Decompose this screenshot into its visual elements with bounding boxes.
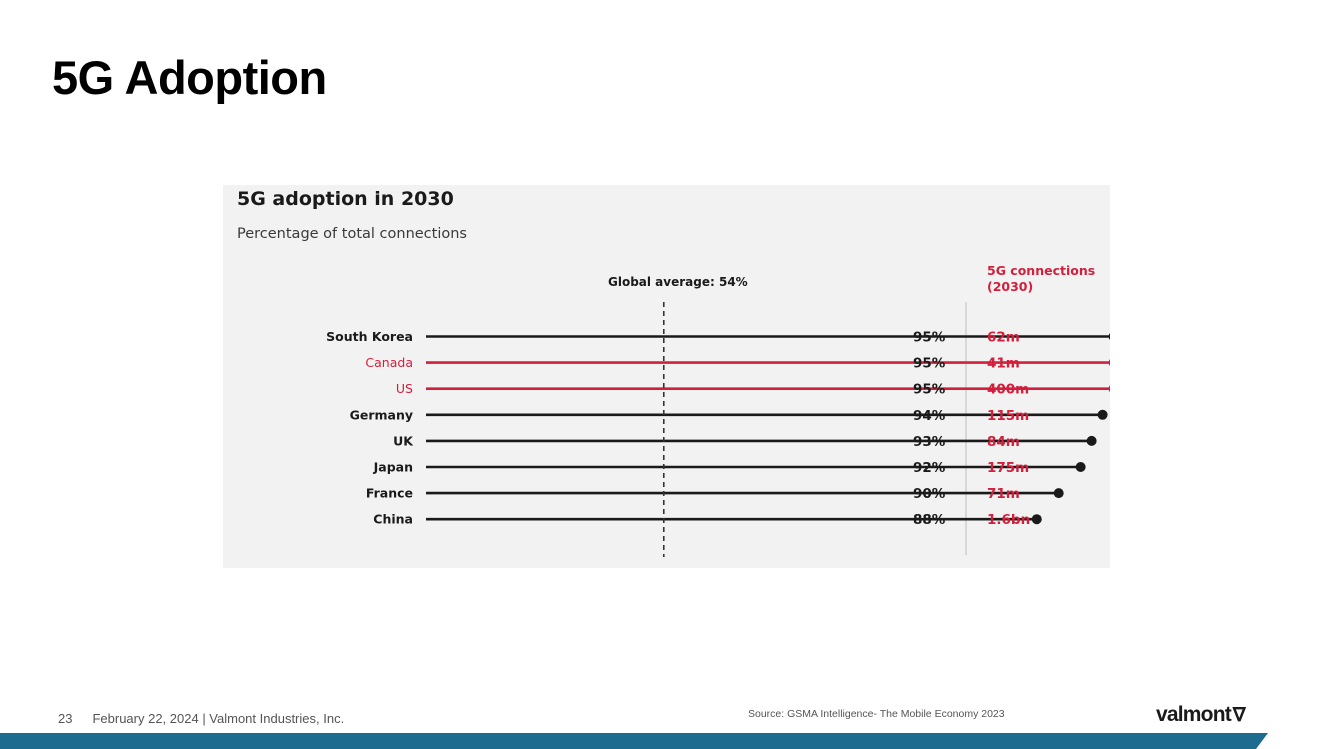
footer-info: 23 February 22, 2024 | Valmont Industries… — [58, 711, 344, 726]
value-label: 90% — [913, 486, 946, 502]
dot-plot-chart: South Korea 95% 62m Canada 95% 41m US 95% 400m Ge… — [326, 302, 1110, 557]
category-label: Germany — [350, 407, 413, 422]
connections-value: 1.6bn — [987, 512, 1030, 528]
value-label: 94% — [913, 408, 946, 424]
data-point — [1108, 385, 1110, 393]
global-average-label: Global average: 54% — [608, 275, 748, 289]
value-label: 95% — [913, 382, 946, 398]
page-number: 23 — [58, 711, 73, 726]
connections-header-line-2: (2030) — [987, 279, 1034, 294]
value-label: 88% — [913, 512, 946, 528]
valmont-logo: valmont ∇ — [1156, 703, 1246, 727]
connections-value: 71m — [987, 486, 1020, 502]
data-point — [1031, 514, 1042, 525]
value-label: 95% — [913, 356, 946, 372]
data-point — [1053, 488, 1064, 499]
slide-title: 5G Adoption — [52, 51, 327, 104]
category-label: China — [373, 512, 413, 527]
data-point — [1097, 409, 1108, 420]
connections-value: 62m — [987, 330, 1020, 346]
data-point — [1108, 332, 1110, 341]
chart-subtitle: Percentage of total connections — [237, 226, 467, 242]
category-label: Japan — [373, 460, 413, 475]
logo-wordmark: valmont — [1156, 703, 1232, 726]
chart-title: 5G adoption in 2030 — [237, 188, 454, 210]
category-label: US — [396, 381, 413, 396]
data-point — [1108, 359, 1110, 367]
category-label: France — [366, 486, 413, 501]
valmont-v-mark-icon: ∇ — [1232, 705, 1246, 726]
source-note: Source: GSMA Intelligence- The Mobile Ec… — [748, 708, 1005, 720]
footer-color-bar — [0, 733, 1268, 749]
category-label: Canada — [365, 355, 413, 370]
category-label: South Korea — [326, 329, 413, 344]
connections-value: 175m — [987, 460, 1029, 476]
value-label: 93% — [913, 434, 946, 450]
chart-panel: 5G adoption in 2030 Percentage of total … — [223, 185, 1110, 568]
connections-header: 5G connections (2030) — [987, 263, 1107, 295]
connections-value: 400m — [987, 382, 1029, 398]
footer-date-company: February 22, 2024 | Valmont Industries, … — [92, 711, 345, 726]
value-label: 95% — [913, 330, 946, 346]
connections-value: 84m — [987, 434, 1020, 450]
data-point — [1086, 435, 1097, 446]
connections-value: 41m — [987, 356, 1020, 372]
category-label: UK — [393, 433, 414, 448]
data-point — [1075, 462, 1086, 472]
value-label: 92% — [913, 460, 946, 476]
connections-header-line-1: 5G connections — [987, 263, 1096, 278]
connections-value: 115m — [987, 408, 1029, 424]
